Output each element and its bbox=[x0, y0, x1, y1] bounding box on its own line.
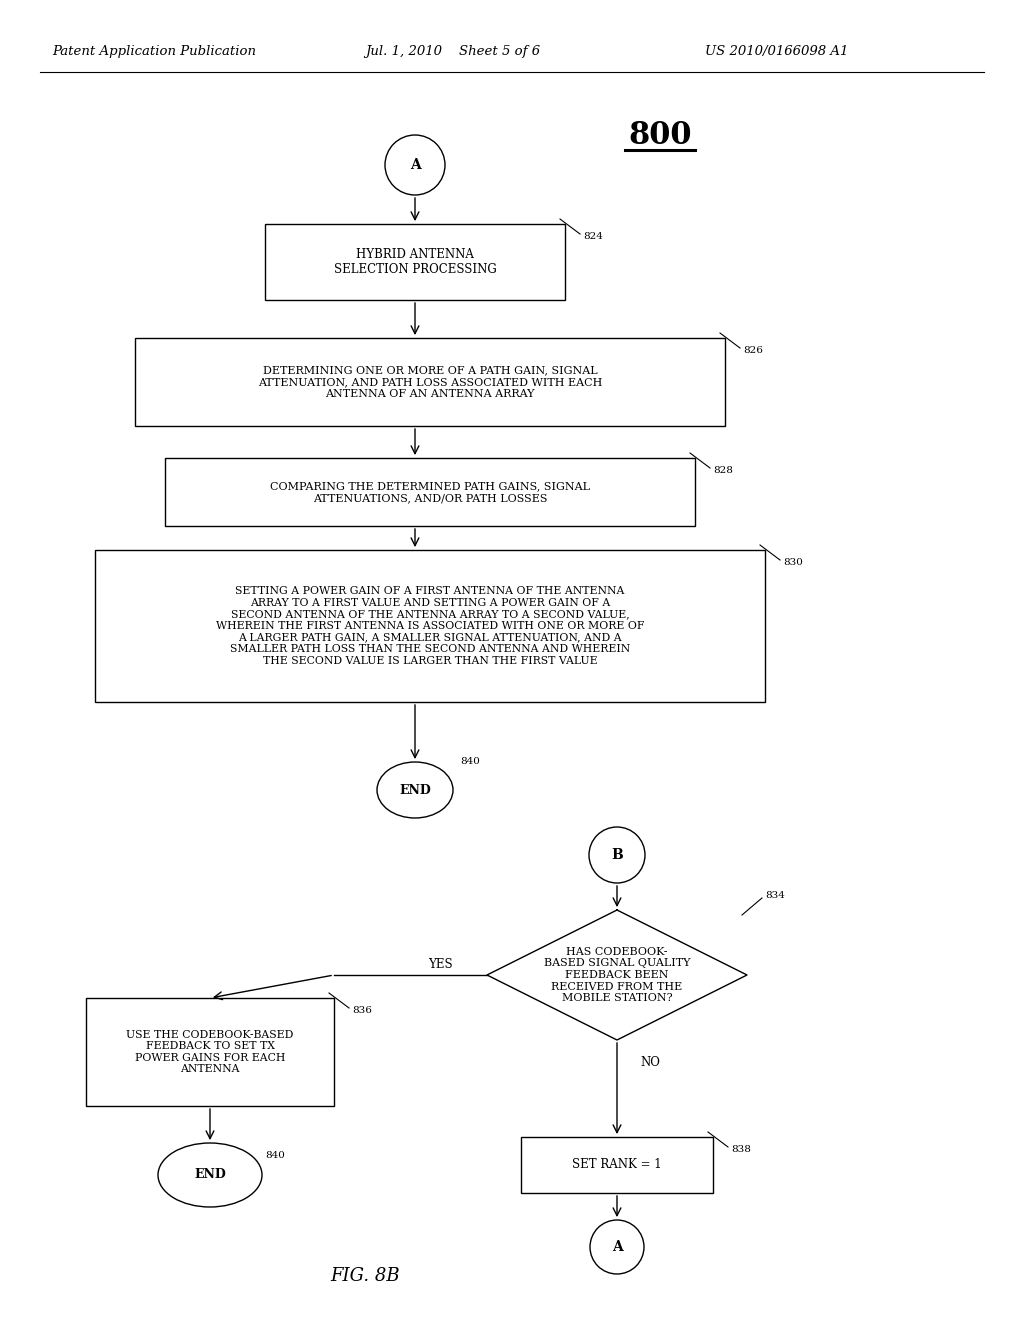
Text: COMPARING THE DETERMINED PATH GAINS, SIGNAL
ATTENUATIONS, AND/OR PATH LOSSES: COMPARING THE DETERMINED PATH GAINS, SIG… bbox=[270, 482, 590, 503]
Text: A: A bbox=[410, 158, 421, 172]
Text: 840: 840 bbox=[460, 758, 480, 767]
Bar bbox=[95, 550, 765, 702]
Bar bbox=[135, 338, 725, 426]
Text: US 2010/0166098 A1: US 2010/0166098 A1 bbox=[705, 45, 848, 58]
Text: DETERMINING ONE OR MORE OF A PATH GAIN, SIGNAL
ATTENUATION, AND PATH LOSS ASSOCI: DETERMINING ONE OR MORE OF A PATH GAIN, … bbox=[258, 366, 602, 399]
Text: SETTING A POWER GAIN OF A FIRST ANTENNA OF THE ANTENNA
ARRAY TO A FIRST VALUE AN: SETTING A POWER GAIN OF A FIRST ANTENNA … bbox=[216, 586, 644, 665]
Bar bbox=[165, 458, 695, 525]
Text: YES: YES bbox=[428, 958, 453, 972]
Bar bbox=[521, 1137, 713, 1193]
Text: 834: 834 bbox=[765, 891, 784, 900]
Bar bbox=[86, 998, 334, 1106]
Ellipse shape bbox=[385, 135, 445, 195]
Text: 840: 840 bbox=[265, 1151, 285, 1159]
Text: 830: 830 bbox=[783, 558, 803, 568]
Text: END: END bbox=[195, 1168, 226, 1181]
Text: Jul. 1, 2010    Sheet 5 of 6: Jul. 1, 2010 Sheet 5 of 6 bbox=[365, 45, 540, 58]
Text: HAS CODEBOOK-
BASED SIGNAL QUALITY
FEEDBACK BEEN
RECEIVED FROM THE
MOBILE STATIO: HAS CODEBOOK- BASED SIGNAL QUALITY FEEDB… bbox=[544, 946, 690, 1003]
Ellipse shape bbox=[590, 1220, 644, 1274]
Text: Patent Application Publication: Patent Application Publication bbox=[52, 45, 256, 58]
Text: 838: 838 bbox=[731, 1144, 751, 1154]
Bar bbox=[265, 224, 565, 300]
Text: 824: 824 bbox=[583, 232, 603, 242]
Text: NO: NO bbox=[640, 1056, 659, 1068]
Text: 828: 828 bbox=[713, 466, 733, 475]
Text: 836: 836 bbox=[352, 1006, 372, 1015]
Text: FIG. 8B: FIG. 8B bbox=[330, 1267, 399, 1284]
Text: B: B bbox=[611, 847, 623, 862]
Text: SET RANK = 1: SET RANK = 1 bbox=[572, 1159, 662, 1172]
Text: END: END bbox=[399, 784, 431, 796]
Text: HYBRID ANTENNA
SELECTION PROCESSING: HYBRID ANTENNA SELECTION PROCESSING bbox=[334, 248, 497, 276]
Ellipse shape bbox=[158, 1143, 262, 1206]
Text: USE THE CODEBOOK-BASED
FEEDBACK TO SET TX
POWER GAINS FOR EACH
ANTENNA: USE THE CODEBOOK-BASED FEEDBACK TO SET T… bbox=[126, 1030, 294, 1074]
Text: A: A bbox=[611, 1239, 623, 1254]
Ellipse shape bbox=[377, 762, 453, 818]
Text: 826: 826 bbox=[743, 346, 763, 355]
Ellipse shape bbox=[589, 828, 645, 883]
Text: 800: 800 bbox=[629, 120, 692, 150]
